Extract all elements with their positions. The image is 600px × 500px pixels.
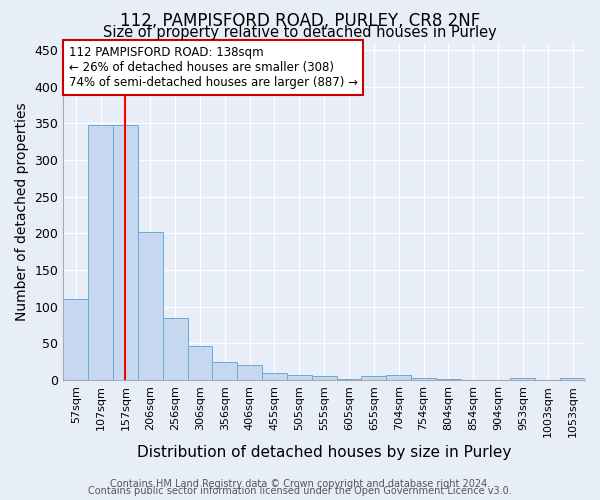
Text: 112 PAMPISFORD ROAD: 138sqm
← 26% of detached houses are smaller (308)
74% of se: 112 PAMPISFORD ROAD: 138sqm ← 26% of det… bbox=[68, 46, 358, 89]
X-axis label: Distribution of detached houses by size in Purley: Distribution of detached houses by size … bbox=[137, 445, 511, 460]
Text: Size of property relative to detached houses in Purley: Size of property relative to detached ho… bbox=[103, 25, 497, 40]
Bar bbox=[262, 372, 287, 380]
Bar bbox=[188, 346, 212, 380]
Bar bbox=[138, 232, 163, 380]
Bar bbox=[386, 375, 411, 380]
Bar bbox=[88, 124, 113, 380]
Bar bbox=[312, 376, 337, 380]
Text: Contains public sector information licensed under the Open Government Licence v3: Contains public sector information licen… bbox=[88, 486, 512, 496]
Bar bbox=[361, 376, 386, 380]
Bar bbox=[411, 378, 436, 380]
Text: 112, PAMPISFORD ROAD, PURLEY, CR8 2NF: 112, PAMPISFORD ROAD, PURLEY, CR8 2NF bbox=[120, 12, 480, 30]
Bar bbox=[287, 375, 312, 380]
Bar bbox=[212, 362, 237, 380]
Text: Contains HM Land Registry data © Crown copyright and database right 2024.: Contains HM Land Registry data © Crown c… bbox=[110, 479, 490, 489]
Bar bbox=[163, 318, 188, 380]
Bar bbox=[113, 126, 138, 380]
Bar bbox=[337, 378, 361, 380]
Y-axis label: Number of detached properties: Number of detached properties bbox=[15, 102, 29, 320]
Bar bbox=[63, 300, 88, 380]
Bar bbox=[237, 364, 262, 380]
Bar bbox=[560, 378, 585, 380]
Bar bbox=[511, 378, 535, 380]
